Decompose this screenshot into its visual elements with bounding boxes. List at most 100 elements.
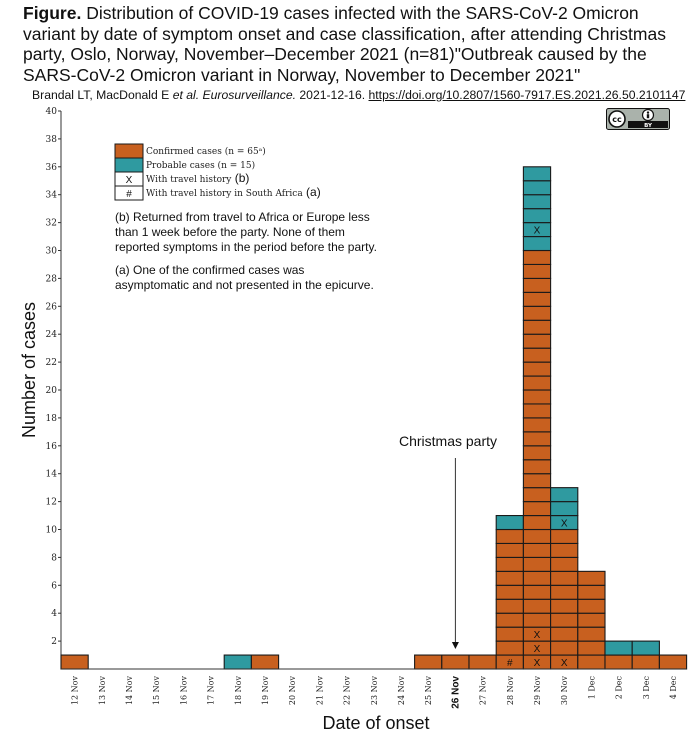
y-axis-title: Number of cases [19, 302, 39, 438]
confirmed-case-box [577, 584, 606, 600]
y-tick-label: 6 [51, 581, 57, 591]
by-person-icon [641, 108, 655, 122]
legend-swatch [114, 143, 144, 159]
confirmed-case-box [522, 487, 552, 503]
confirmed-case-box [550, 542, 579, 558]
confirmed-case-box [495, 612, 524, 628]
citation: Brandal LT, MacDonald E et al. Eurosurve… [32, 88, 692, 102]
confirmed-case-box [522, 501, 552, 517]
probable-case-box [550, 501, 579, 517]
confirmed-case-box [631, 654, 660, 670]
legend-symbol: # [126, 189, 132, 200]
legend-swatch [114, 157, 144, 173]
confirmed-case-box [522, 375, 552, 391]
x-tick-label: 27 Nov [479, 676, 488, 706]
x-tick-label: 18 Nov [234, 676, 243, 706]
legend-label: Probable cases (n = 15) [146, 160, 255, 171]
x-tick-label: 23 Nov [370, 676, 379, 706]
confirmed-case-box [577, 612, 606, 628]
confirmed-case-box [495, 640, 524, 656]
confirmed-case-box [522, 445, 552, 461]
probable-case-box [550, 487, 579, 503]
confirmed-case-box [522, 277, 552, 293]
y-tick-label: 10 [46, 526, 58, 536]
annotation-label: Christmas party [399, 433, 497, 449]
legend-note-ref: (b) [231, 171, 249, 185]
x-tick-label: 13 Nov [98, 676, 107, 706]
confirmed-case-box [577, 570, 606, 586]
probable-case-box [495, 514, 524, 531]
confirmed-case-box [522, 389, 552, 405]
x-axis: 12 Nov 13 Nov 14 Nov 15 Nov 16 Nov 17 Nov 18 N… [61, 668, 687, 709]
confirmed-case-box [495, 626, 524, 642]
y-tick-label: 16 [46, 442, 58, 452]
caption-text: Distribution of COVID-19 cases infected … [23, 3, 666, 85]
citation-etal: et al. [172, 88, 200, 102]
y-tick-label: 22 [46, 358, 57, 368]
legend-note-line: asymptomatic and not presented in the ep… [115, 278, 374, 292]
x-tick-label: 21 Nov [315, 676, 324, 706]
confirmed-case-box [577, 654, 606, 670]
confirmed-case-box [495, 598, 524, 614]
y-tick-label: 38 [46, 135, 58, 145]
confirmed-case-box [522, 473, 552, 489]
confirmed-case-box [522, 263, 552, 279]
confirmed-case-box [522, 556, 552, 572]
confirmed-case-box [604, 654, 633, 670]
confirmed-case-box [522, 542, 552, 558]
x-tick-label: 17 Nov [207, 676, 216, 706]
confirmed-case-box [550, 556, 579, 572]
legend-label: With travel history (b) [146, 171, 249, 185]
x-tick-label: 29 Nov [533, 676, 542, 706]
travel-history-marker: X [534, 226, 541, 237]
confirmed-case-box [522, 584, 552, 600]
x-tick-label: 25 Nov [424, 676, 433, 706]
probable-case-box [223, 654, 252, 670]
cc-by-license-badge[interactable]: cc BY [606, 108, 670, 130]
citation-date: 2021-12-16. [296, 88, 369, 102]
caption-label: Figure. [23, 3, 82, 23]
y-tick-label: 26 [46, 302, 58, 312]
christmas-party-annotation: Christmas party [399, 433, 497, 649]
probable-case-box [522, 180, 552, 196]
x-tick-label: 15 Nov [152, 676, 161, 706]
citation-authors: Brandal LT, MacDonald E [32, 88, 173, 102]
citation-doi-link[interactable]: https://doi.org/10.2807/1560-7917.ES.202… [368, 88, 686, 102]
confirmed-case-box [550, 612, 579, 628]
confirmed-case-box [250, 654, 280, 670]
legend: Confirmed cases (n = 65ᵃ) Probable cases … [114, 143, 321, 201]
x-tick-label: 3 Dec [642, 675, 651, 699]
x-tick-label: 19 Nov [261, 676, 270, 706]
x-tick-label: 16 Nov [179, 676, 188, 706]
travel-history-marker: X [561, 658, 568, 669]
x-tick-label: 12 Nov [71, 676, 80, 706]
confirmed-case-box [522, 291, 552, 307]
legend-note-line: (b) Returned from travel to Africa or Eu… [115, 210, 370, 224]
legend-label: With travel history in South Africa (a) [146, 185, 321, 199]
probable-case-box [522, 236, 552, 252]
travel-history-marker: X [534, 630, 541, 641]
confirmed-case-box [495, 528, 524, 544]
probable-case-box [631, 640, 660, 656]
svg-text:cc: cc [612, 115, 622, 124]
confirmed-case-box [658, 654, 688, 670]
y-tick-label: 40 [46, 107, 58, 117]
y-tick-label: 24 [46, 330, 58, 340]
confirmed-case-box [522, 612, 552, 628]
by-label: BY [644, 123, 653, 129]
confirmed-case-box [522, 249, 552, 265]
confirmed-case-box [522, 459, 552, 475]
confirmed-case-box [550, 640, 579, 656]
legend-label: Confirmed cases (n = 65ᵃ) [146, 146, 266, 157]
confirmed-case-box [577, 626, 606, 642]
y-tick-label: 28 [46, 274, 58, 284]
confirmed-case-box [522, 403, 552, 419]
confirmed-case-box [550, 528, 579, 544]
confirmed-case-box [577, 640, 606, 656]
confirmed-case-box [522, 333, 552, 349]
legend-note-ref: (a) [303, 185, 321, 199]
x-tick-label: 1 Dec [587, 675, 596, 699]
y-tick-label: 36 [46, 163, 58, 173]
probable-case-box [522, 166, 552, 182]
